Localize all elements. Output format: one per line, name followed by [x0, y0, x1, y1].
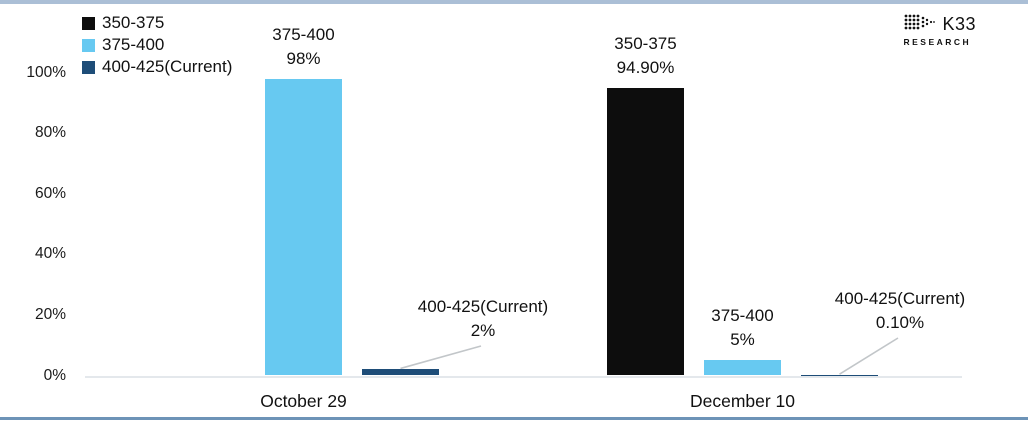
legend-item-350-375: 350-375: [82, 14, 232, 32]
category-label-october-29: October 29: [260, 391, 347, 411]
top-border-line: [0, 0, 1028, 4]
bar-400-425-current-december-10: [801, 375, 878, 376]
brand-subtitle: RESEARCH: [903, 37, 972, 47]
legend-swatch-icon: [82, 16, 95, 30]
legend-swatch-icon: [82, 38, 95, 52]
bar-350-375-december-10: [607, 87, 684, 376]
legend-label: 400-425(Current): [102, 57, 233, 76]
legend-label: 350-375: [102, 13, 165, 32]
bottom-border-line: [0, 417, 1028, 420]
y-axis-tick-label: 20%: [34, 305, 66, 323]
brand-name: K33: [942, 14, 976, 34]
category-label-december-10: December 10: [689, 391, 796, 411]
y-axis-tick-label: 100%: [26, 63, 66, 81]
legend-item-375-400: 375-400: [82, 36, 232, 54]
chart-legend: 350-375 375-400 400-425(Current): [82, 14, 232, 80]
bar-label-375-400-october-29: 375-400 98%: [272, 24, 335, 68]
y-axis-tick-label: 60%: [34, 184, 66, 202]
bar-375-400-december-10: [704, 360, 781, 376]
legend-item-400-425-current: 400-425(Current): [82, 58, 232, 76]
bar-label-375-400-december-10: 375-400 5%: [711, 306, 774, 350]
k33-dots-icon: [903, 13, 937, 36]
y-axis-tick-label: 80%: [34, 124, 66, 142]
legend-swatch-icon: [82, 60, 95, 74]
brand-logo: K33 RESEARCH: [903, 13, 976, 47]
bar-label-400-425-current-december-10: 400-425(Current) 0.10%: [834, 289, 966, 332]
legend-label: 375-400: [102, 35, 165, 54]
bar-375-400-october-29: [265, 78, 342, 376]
bar-400-425-current-october-29: [362, 369, 439, 376]
y-axis-tick-label: 40%: [34, 245, 66, 263]
bar-label-400-425-current-october-29: 400-425(Current) 2%: [417, 297, 549, 340]
y-axis-tick-label: 0%: [43, 366, 66, 384]
bar-label-350-375-december-10: 350-375 94.90%: [614, 33, 677, 77]
x-axis-baseline: [85, 375, 962, 378]
